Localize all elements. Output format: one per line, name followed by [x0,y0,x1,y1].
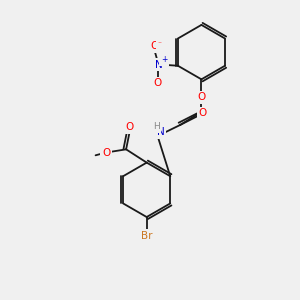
Text: O: O [154,78,162,88]
Text: O: O [102,148,110,158]
Text: H: H [153,122,160,131]
Text: +: + [161,55,167,64]
Text: O: O [125,122,134,132]
Text: Br: Br [141,231,152,241]
Text: ⁻: ⁻ [158,40,162,49]
Text: N: N [157,128,164,137]
Text: O: O [199,108,207,118]
Text: N: N [155,60,163,70]
Text: O: O [197,92,206,102]
Text: O: O [151,41,159,51]
